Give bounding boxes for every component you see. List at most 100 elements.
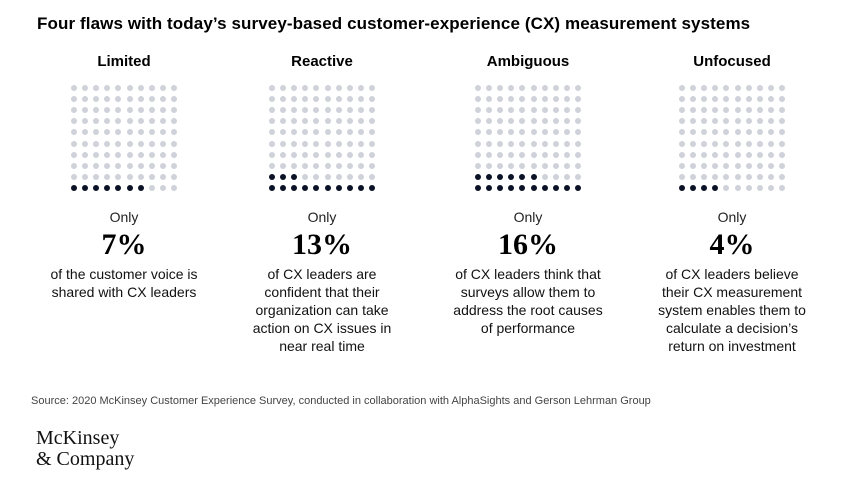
waffle-dot-empty	[104, 118, 111, 125]
waffle-dot-empty	[701, 162, 708, 169]
waffle-dot-empty	[71, 107, 77, 114]
waffle-dot-empty	[475, 85, 481, 91]
waffle-dot-empty	[137, 85, 144, 91]
waffle-dot-empty	[93, 162, 100, 169]
waffle-dot-empty	[497, 96, 504, 103]
waffle-dot-empty	[346, 129, 353, 136]
waffle-dot-empty	[679, 151, 685, 158]
only-label: Only	[513, 209, 543, 225]
waffle-dot-empty	[497, 151, 504, 158]
waffle-dot-empty	[368, 85, 375, 91]
waffle-dot-filled	[335, 184, 342, 191]
waffle-dot-empty	[690, 85, 697, 91]
waffle-dot-empty	[115, 129, 122, 136]
mckinsey-logo: McKinsey & Company	[36, 428, 134, 470]
percent-value: 16%	[498, 228, 558, 261]
waffle-dot-filled	[357, 184, 364, 191]
waffle-dot-empty	[690, 96, 697, 103]
waffle-dot-empty	[148, 162, 155, 169]
waffle-dot-empty	[137, 173, 144, 180]
waffle-dot-empty	[679, 162, 685, 169]
waffle-dot-empty	[82, 96, 89, 103]
waffle-dot-empty	[734, 151, 741, 158]
waffle-dot-empty	[778, 173, 785, 180]
waffle-dot-empty	[313, 129, 320, 136]
logo-line-1: McKinsey	[36, 427, 120, 449]
waffle-dot-empty	[508, 140, 515, 147]
waffle-dot-empty	[745, 140, 752, 147]
waffle-dot-empty	[475, 118, 481, 125]
waffle-dot-empty	[71, 96, 77, 103]
waffle-dot-empty	[71, 173, 77, 180]
waffle-dot-empty	[679, 85, 685, 91]
waffle-dot-filled	[541, 184, 548, 191]
waffle-dot-empty	[115, 151, 122, 158]
waffle-dot-empty	[767, 151, 774, 158]
waffle-dot-empty	[313, 151, 320, 158]
waffle-dot-empty	[280, 85, 287, 91]
waffle-dot-empty	[574, 129, 581, 136]
waffle-dot-empty	[82, 85, 89, 91]
waffle-dot-filled	[508, 184, 515, 191]
waffle-dot-filled	[71, 184, 77, 191]
waffle-dot-empty	[563, 118, 570, 125]
waffle-dot-empty	[541, 140, 548, 147]
waffle-dot-empty	[778, 140, 785, 147]
waffle-dot-empty	[137, 129, 144, 136]
waffle-dot-empty	[778, 151, 785, 158]
waffle-dot-filled	[302, 184, 309, 191]
waffle-dot-empty	[115, 96, 122, 103]
waffle-dot-empty	[71, 129, 77, 136]
waffle-dot-empty	[767, 162, 774, 169]
waffle-dot-empty	[159, 162, 166, 169]
waffle-dot-empty	[148, 184, 155, 191]
waffle-dot-empty	[701, 151, 708, 158]
waffle-dot-empty	[335, 162, 342, 169]
waffle-dot-filled	[324, 184, 331, 191]
waffle-dot-empty	[756, 96, 763, 103]
waffle-dot-empty	[541, 162, 548, 169]
waffle-dot-empty	[541, 85, 548, 91]
waffle-dot-empty	[552, 140, 559, 147]
waffle-dot-empty	[475, 129, 481, 136]
waffle-dot-filled	[104, 184, 111, 191]
waffle-dot-empty	[148, 151, 155, 158]
waffle-dot-empty	[679, 107, 685, 114]
waffle-dot-empty	[115, 140, 122, 147]
waffle-dot-filled	[82, 184, 89, 191]
waffle-dot-empty	[170, 184, 177, 191]
waffle-dot-empty	[313, 85, 320, 91]
waffle-dot-empty	[104, 129, 111, 136]
waffle-dot-empty	[269, 85, 275, 91]
waffle-dot-empty	[475, 96, 481, 103]
waffle-dot-empty	[756, 107, 763, 114]
waffle-dot-filled	[519, 173, 526, 180]
chart-title: Four flaws with today’s survey-based cus…	[37, 14, 751, 33]
waffle-dot-empty	[701, 96, 708, 103]
percent-value: 7%	[101, 228, 147, 261]
waffle-dot-empty	[552, 173, 559, 180]
waffle-dot-empty	[126, 129, 133, 136]
waffle-dot-empty	[291, 96, 298, 103]
waffle-dot-empty	[357, 151, 364, 158]
waffle-dot-empty	[82, 107, 89, 114]
waffle-dot-empty	[690, 162, 697, 169]
waffle-dot-empty	[148, 173, 155, 180]
waffle-dot-empty	[552, 107, 559, 114]
waffle-dot-empty	[126, 162, 133, 169]
waffle-dot-empty	[368, 118, 375, 125]
waffle-dot-empty	[137, 151, 144, 158]
waffle-dot-empty	[767, 107, 774, 114]
waffle-dot-empty	[723, 184, 730, 191]
waffle-dot-empty	[291, 118, 298, 125]
waffle-dot-empty	[745, 162, 752, 169]
waffle-dot-empty	[324, 85, 331, 91]
waffle-dot-empty	[767, 173, 774, 180]
waffle-dot-empty	[756, 184, 763, 191]
waffle-dot-filled	[530, 173, 537, 180]
waffle-dot-empty	[712, 107, 719, 114]
waffle-dot-empty	[756, 151, 763, 158]
waffle-dot-empty	[313, 118, 320, 125]
waffle-dot-empty	[280, 162, 287, 169]
waffle-dot-empty	[486, 85, 493, 91]
